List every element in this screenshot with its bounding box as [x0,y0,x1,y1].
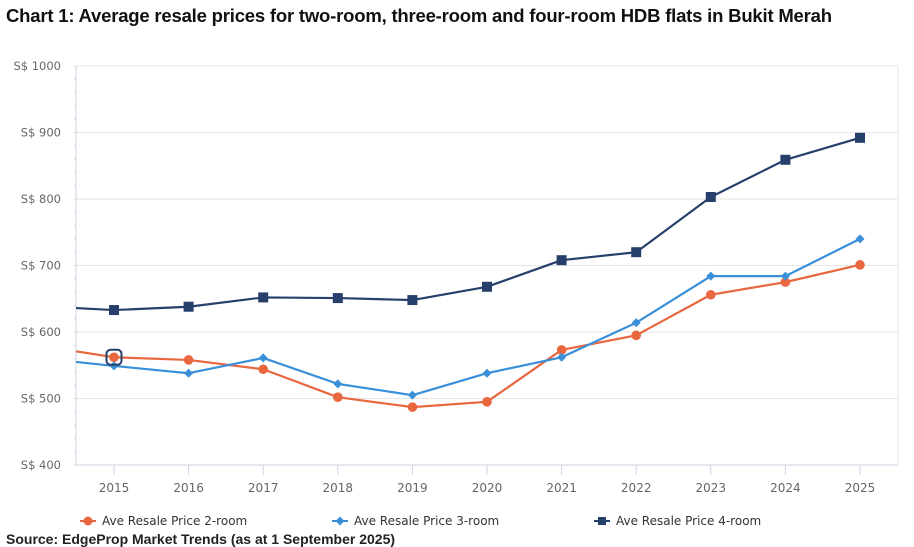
data-point-diamond [184,368,194,378]
data-point-diamond [258,353,268,363]
series-line [75,237,861,397]
data-point-circle [556,345,567,355]
x-tick-label: 2016 [173,481,204,495]
y-tick-label: S$ 700 [21,259,61,273]
y-tick-label: S$ 600 [21,325,61,339]
series-line [75,136,861,312]
x-tick-label: 2018 [323,481,354,495]
y-tick-label: S$ 900 [21,126,61,140]
x-tick-label: 2017 [248,481,279,495]
data-point-circle [780,277,791,287]
legend-label-3-room: Ave Resale Price 3-room [354,514,500,528]
data-point-square [855,132,865,143]
y-tick-label: S$ 800 [21,192,61,206]
line-chart: S$ 400 S$ 500 S$ 600 S$ 700 S$ 800 S$ 900 S$ 1… [13,59,899,495]
data-point-circle [407,402,418,412]
data-point-circle [482,397,492,407]
data-point-square [482,281,492,292]
data-point-circle [855,260,865,270]
legend-label-4-room: Ave Resale Price 4-room [616,514,762,528]
x-tick-label: 2023 [696,481,727,495]
data-point-circle [631,330,641,341]
data-point-diamond [780,271,790,281]
data-point-diamond [333,379,343,389]
data-point-square [183,301,194,312]
y-tick-label: S$ 1000 [13,59,61,73]
data-point-square [332,293,343,304]
data-point-diamond [855,234,865,244]
data-point-circle [258,364,269,375]
highlight-marker [105,348,123,366]
y-tick-label: S$ 400 [21,458,61,472]
data-point-diamond [706,271,716,281]
legend: Ave Resale Price 2-room Ave Resale Price… [0,514,914,532]
data-point-square [258,292,269,303]
data-point-diamond [557,352,567,362]
data-point-square [705,192,716,203]
x-tick-label: 2024 [770,481,801,495]
x-tick-label: 2021 [546,481,577,495]
x-axis-ticks: 2015 2016 2017 2018 2019 2020 2021 2022 2023 2024… [99,465,876,495]
x-tick-label: 2025 [845,481,876,495]
data-point-circle [706,289,716,300]
data-point-square [556,255,567,266]
series-group [75,132,865,412]
data-point-diamond [631,318,641,328]
legend-square-icon [594,517,610,525]
legend-circle-icon [80,516,96,526]
y-tick-label: S$ 500 [21,392,61,406]
chart-title: Chart 1: Average resale prices for two-r… [6,5,832,26]
data-point-diamond [109,361,119,371]
legend-item-2-room[interactable]: Ave Resale Price 2-room [80,514,247,528]
x-tick-label: 2015 [99,481,130,495]
data-point-diamond [407,390,417,400]
x-tick-label: 2022 [621,481,652,495]
data-point-circle [183,355,194,365]
x-tick-label: 2019 [397,481,428,495]
series-line [75,263,861,409]
data-point-circle [109,352,119,363]
data-point-circle [333,392,343,402]
data-point-square [109,305,119,316]
source-note: Source: EdgeProp Market Trends (as at 1 … [6,531,396,547]
legend-item-3-room[interactable]: Ave Resale Price 3-room [332,514,499,528]
data-point-square [631,247,642,258]
y-axis-ticks: S$ 400 S$ 500 S$ 600 S$ 700 S$ 800 S$ 900 S$ 1… [13,59,61,472]
legend-label-2-room: Ave Resale Price 2-room [102,514,248,528]
data-point-square [780,154,791,165]
x-tick-label: 2020 [472,481,503,495]
data-point-square [407,295,418,306]
legend-item-4-room[interactable]: Ave Resale Price 4-room [594,514,761,528]
legend-diamond-icon [332,516,348,526]
data-point-diamond [482,368,492,378]
